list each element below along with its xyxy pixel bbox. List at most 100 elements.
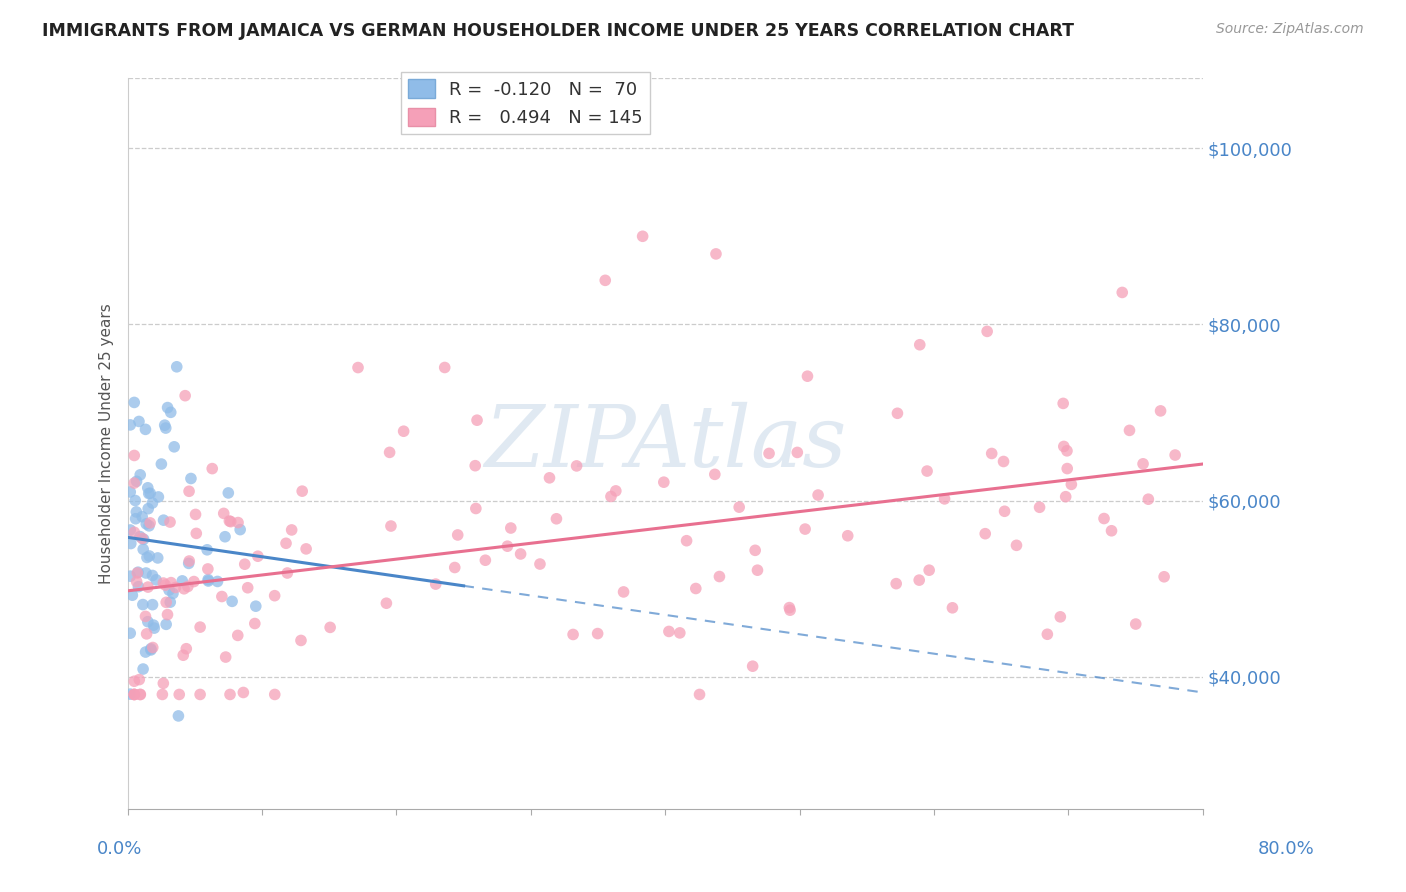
Point bbox=[162, 586, 184, 600]
Point bbox=[778, 600, 800, 615]
Point bbox=[129, 467, 152, 482]
Point bbox=[139, 643, 162, 657]
Point bbox=[141, 568, 163, 582]
Point bbox=[232, 685, 254, 699]
Point bbox=[132, 662, 155, 676]
Point bbox=[135, 516, 157, 531]
Point bbox=[918, 563, 941, 577]
Point bbox=[150, 688, 173, 702]
Point bbox=[1056, 443, 1078, 458]
Point bbox=[908, 337, 931, 351]
Point bbox=[136, 580, 159, 594]
Point bbox=[167, 688, 190, 702]
Point bbox=[433, 360, 456, 375]
Point bbox=[124, 688, 146, 702]
Point bbox=[124, 476, 146, 491]
Point bbox=[464, 458, 486, 473]
Point bbox=[165, 581, 187, 595]
Point bbox=[183, 574, 205, 589]
Point bbox=[132, 533, 155, 547]
Point bbox=[159, 595, 181, 609]
Point bbox=[464, 501, 486, 516]
Point bbox=[779, 603, 801, 617]
Point bbox=[138, 486, 160, 500]
Point bbox=[177, 580, 200, 594]
Point bbox=[886, 406, 908, 420]
Point bbox=[378, 445, 401, 459]
Point bbox=[613, 585, 636, 599]
Point bbox=[509, 547, 531, 561]
Point bbox=[125, 475, 148, 489]
Point bbox=[172, 648, 194, 663]
Point bbox=[152, 576, 174, 591]
Point bbox=[425, 577, 447, 591]
Point bbox=[122, 395, 145, 409]
Point bbox=[145, 573, 167, 587]
Point bbox=[295, 541, 318, 556]
Point bbox=[274, 536, 297, 550]
Point bbox=[758, 446, 780, 460]
Point bbox=[465, 413, 488, 427]
Point bbox=[139, 486, 162, 500]
Point bbox=[141, 496, 163, 510]
Point bbox=[245, 599, 267, 614]
Point bbox=[174, 389, 197, 403]
Point bbox=[177, 484, 200, 499]
Point bbox=[138, 549, 160, 563]
Point bbox=[157, 583, 180, 598]
Point bbox=[1111, 285, 1133, 300]
Point bbox=[685, 582, 707, 596]
Point bbox=[443, 560, 465, 574]
Point bbox=[934, 491, 956, 506]
Point bbox=[347, 360, 370, 375]
Text: IMMIGRANTS FROM JAMAICA VS GERMAN HOUSEHOLDER INCOME UNDER 25 YEARS CORRELATION : IMMIGRANTS FROM JAMAICA VS GERMAN HOUSEH… bbox=[42, 22, 1074, 40]
Legend: R =  -0.120   N =  70, R =   0.494   N = 145: R = -0.120 N = 70, R = 0.494 N = 145 bbox=[401, 72, 650, 135]
Point bbox=[658, 624, 681, 639]
Point bbox=[124, 674, 146, 689]
Point bbox=[141, 598, 163, 612]
Point bbox=[174, 641, 197, 656]
Point bbox=[136, 501, 159, 516]
Point bbox=[132, 598, 155, 612]
Point bbox=[392, 424, 415, 438]
Point bbox=[131, 532, 153, 546]
Point bbox=[139, 641, 162, 656]
Point bbox=[167, 709, 190, 723]
Point bbox=[128, 414, 150, 428]
Point bbox=[197, 573, 219, 587]
Point bbox=[188, 620, 211, 634]
Point bbox=[1049, 610, 1071, 624]
Point bbox=[131, 509, 153, 524]
Point bbox=[263, 688, 285, 702]
Point bbox=[134, 422, 156, 436]
Point bbox=[156, 401, 179, 415]
Point bbox=[1056, 461, 1078, 475]
Point bbox=[562, 627, 585, 641]
Point bbox=[689, 688, 711, 702]
Point bbox=[993, 454, 1015, 468]
Point bbox=[179, 554, 201, 568]
Point bbox=[120, 569, 142, 583]
Point bbox=[136, 481, 159, 495]
Point bbox=[1028, 500, 1050, 515]
Point bbox=[124, 512, 146, 526]
Point bbox=[884, 576, 907, 591]
Point bbox=[120, 485, 142, 500]
Point bbox=[124, 688, 146, 702]
Point bbox=[142, 618, 165, 632]
Point bbox=[186, 526, 208, 541]
Point bbox=[153, 418, 176, 433]
Point bbox=[124, 493, 146, 508]
Point bbox=[217, 486, 239, 500]
Point bbox=[786, 445, 808, 459]
Point bbox=[197, 574, 219, 588]
Point bbox=[132, 542, 155, 557]
Point bbox=[135, 645, 157, 659]
Point bbox=[499, 521, 522, 535]
Point bbox=[120, 687, 142, 701]
Point bbox=[976, 325, 998, 339]
Point bbox=[152, 513, 174, 527]
Point bbox=[173, 582, 195, 596]
Point bbox=[120, 626, 142, 640]
Point bbox=[290, 633, 312, 648]
